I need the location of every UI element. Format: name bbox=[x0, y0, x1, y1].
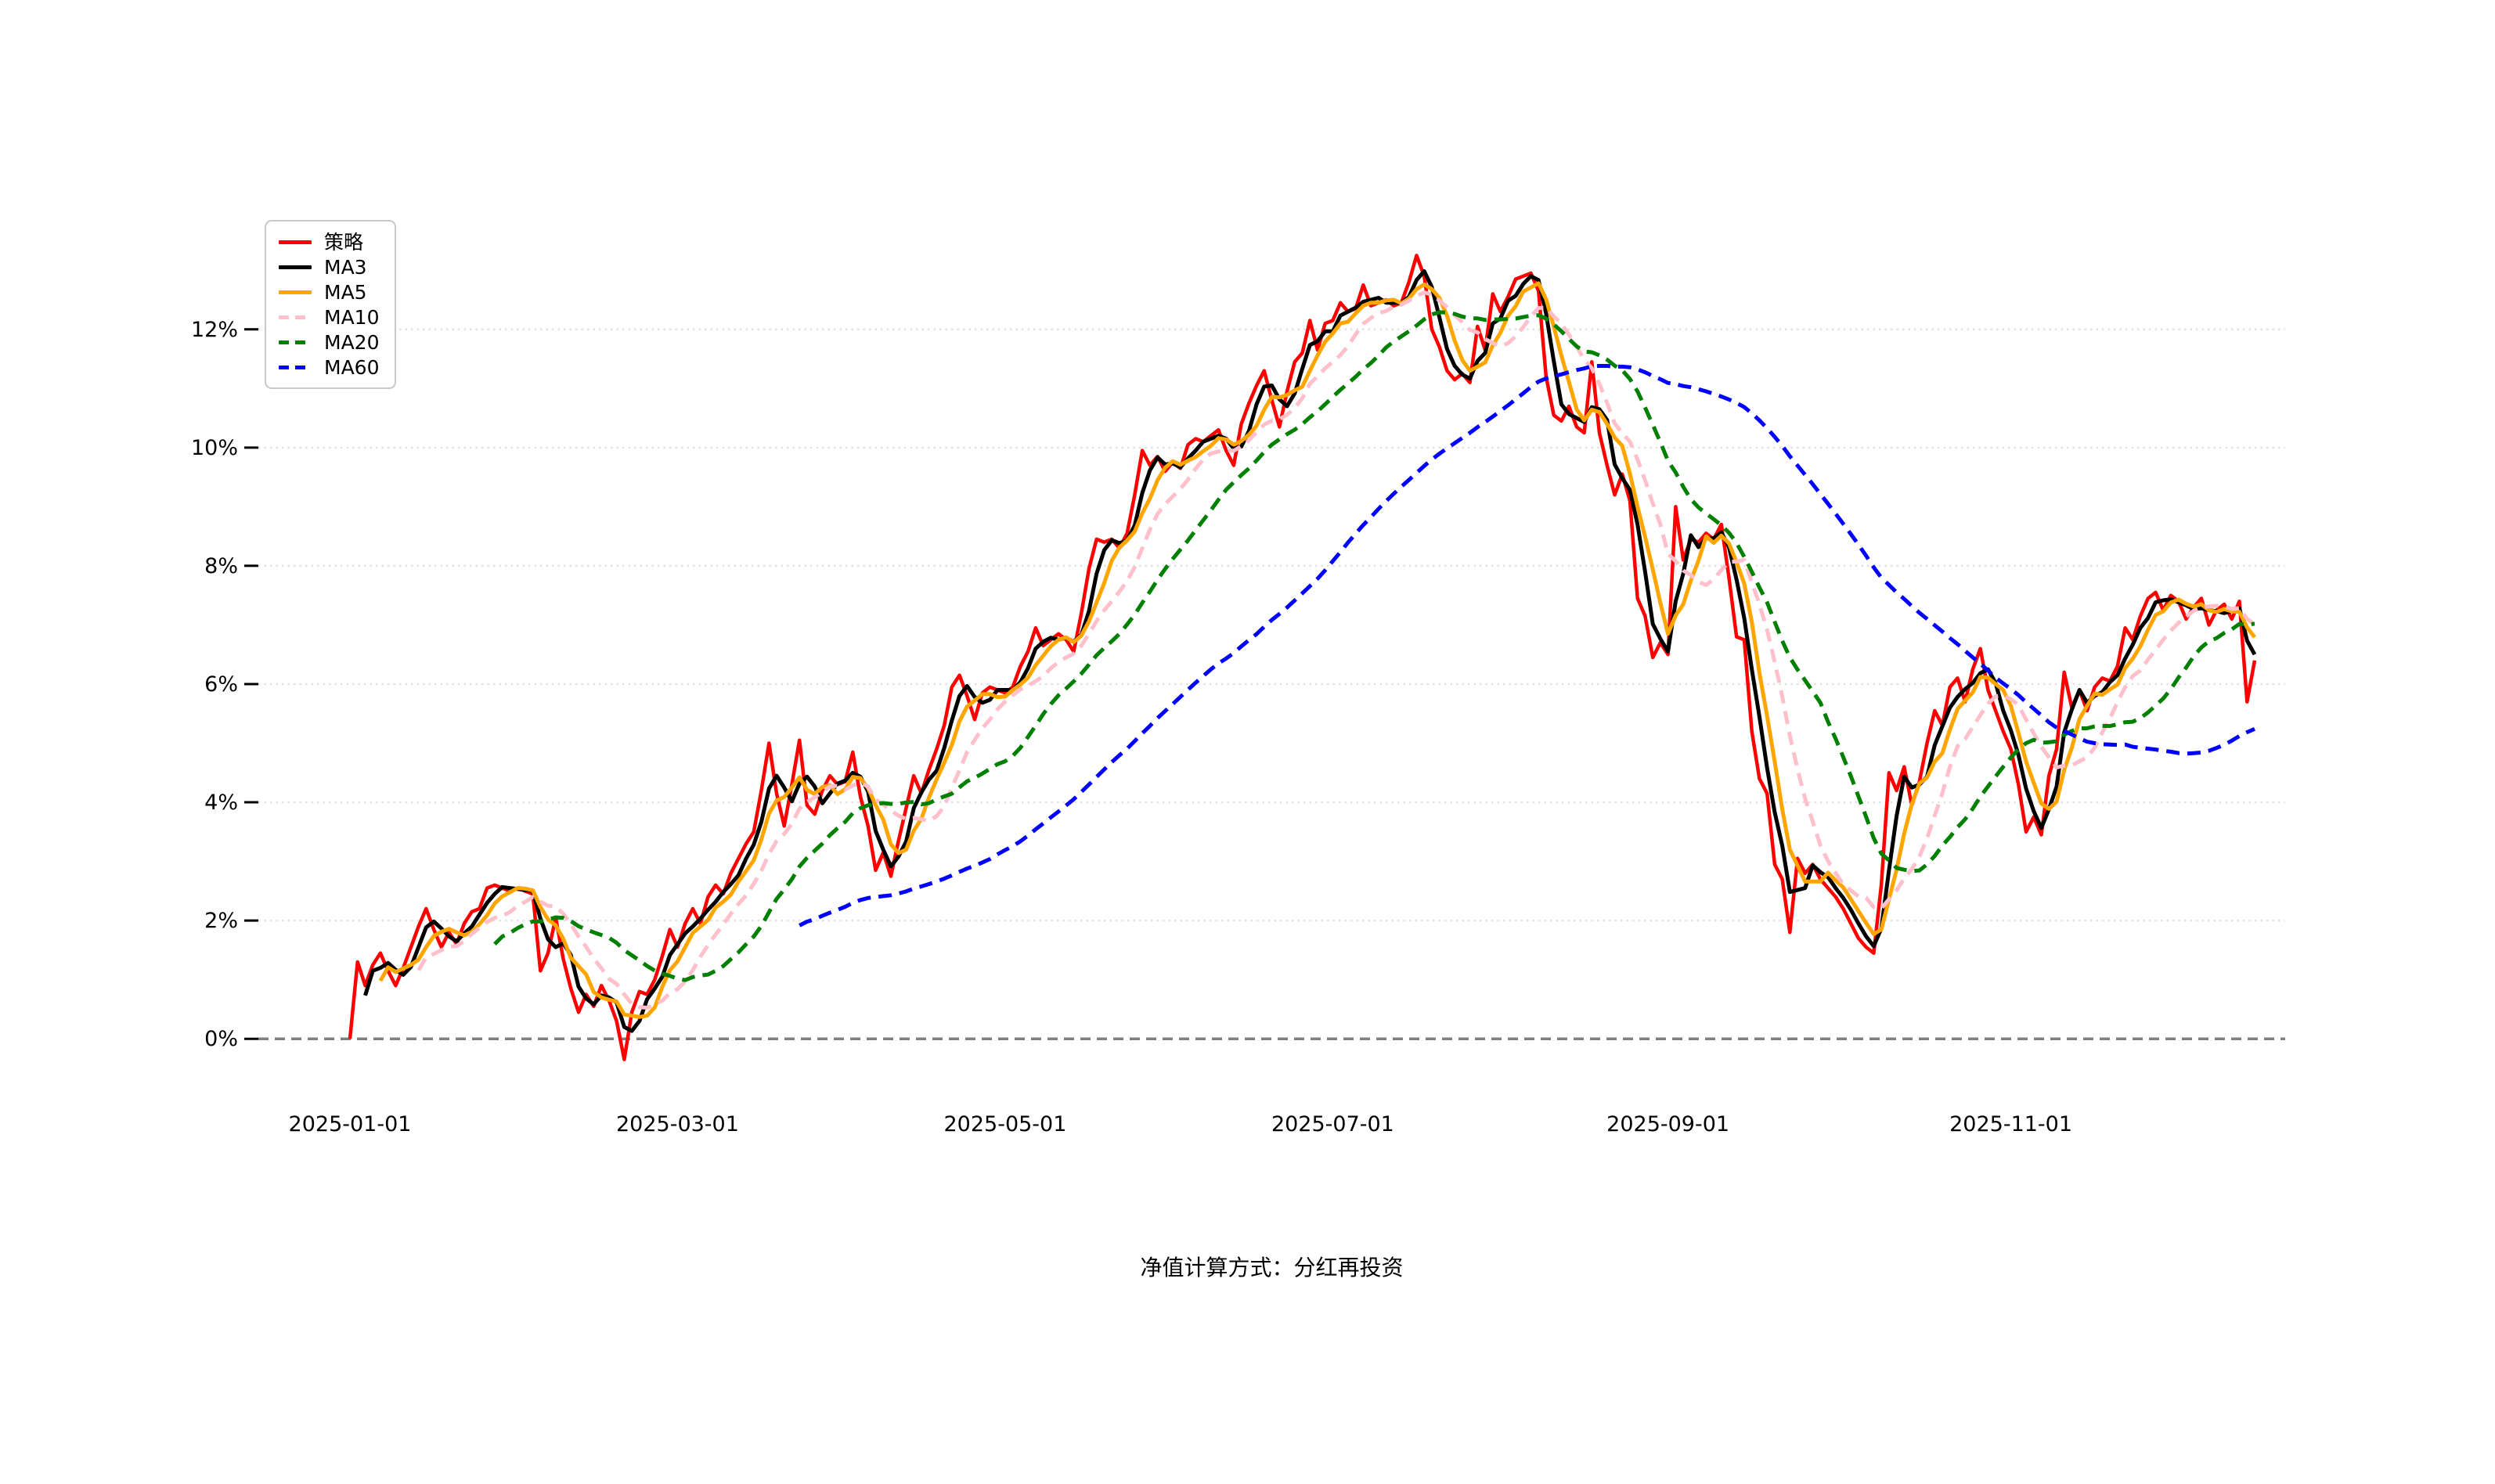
series-line-MA3 bbox=[363, 269, 2257, 1033]
legend-item-MA60: MA60 bbox=[279, 355, 379, 380]
legend-item-MA3: MA3 bbox=[279, 254, 379, 279]
legend-label: MA3 bbox=[324, 255, 367, 279]
legend: 策略 MA3 MA5 MA10 MA20 MA60 bbox=[265, 220, 397, 389]
x-tick-label: 2025-03-01 bbox=[616, 1112, 739, 1136]
legend-label: MA5 bbox=[324, 280, 367, 304]
series-line-MA10 bbox=[416, 290, 2256, 1010]
legend-label: MA60 bbox=[324, 355, 380, 379]
y-tick-label: 12% bbox=[191, 318, 238, 342]
chart-caption: 净值计算方式：分红再投资 bbox=[1140, 1255, 1404, 1280]
y-tick-label: 2% bbox=[204, 909, 238, 933]
y-tick-label: 8% bbox=[204, 554, 238, 578]
legend-label: MA10 bbox=[324, 305, 380, 329]
legend-label: MA20 bbox=[324, 330, 380, 354]
legend-line-sample bbox=[279, 340, 312, 344]
legend-item-MA10: MA10 bbox=[279, 304, 379, 330]
legend-label: 策略 bbox=[324, 230, 364, 254]
x-tick-label: 2025-07-01 bbox=[1271, 1112, 1394, 1136]
legend-line-sample bbox=[279, 315, 312, 319]
legend-line-sample bbox=[279, 265, 312, 269]
legend-line-sample bbox=[279, 365, 312, 369]
x-tick-label: 2025-09-01 bbox=[1606, 1112, 1729, 1136]
series-line-MA60 bbox=[799, 364, 2255, 928]
x-tick-label: 2025-05-01 bbox=[943, 1112, 1066, 1136]
series-line-策略 bbox=[348, 254, 2257, 1061]
x-tick-label: 2025-01-01 bbox=[289, 1112, 412, 1136]
legend-item-MA5: MA5 bbox=[279, 279, 379, 304]
series-line-MA5 bbox=[378, 281, 2256, 1019]
legend-item-策略: 策略 bbox=[279, 229, 379, 254]
legend-item-MA20: MA20 bbox=[279, 330, 379, 355]
legend-line-sample bbox=[279, 290, 312, 294]
y-tick-label: 4% bbox=[204, 791, 238, 815]
legend-line-sample bbox=[279, 240, 312, 244]
y-tick-label: 0% bbox=[204, 1027, 238, 1051]
y-tick-label: 6% bbox=[204, 672, 238, 697]
x-tick-label: 2025-11-01 bbox=[1949, 1112, 2072, 1136]
series-line-MA20 bbox=[493, 310, 2255, 982]
y-tick-label: 10% bbox=[191, 436, 238, 460]
